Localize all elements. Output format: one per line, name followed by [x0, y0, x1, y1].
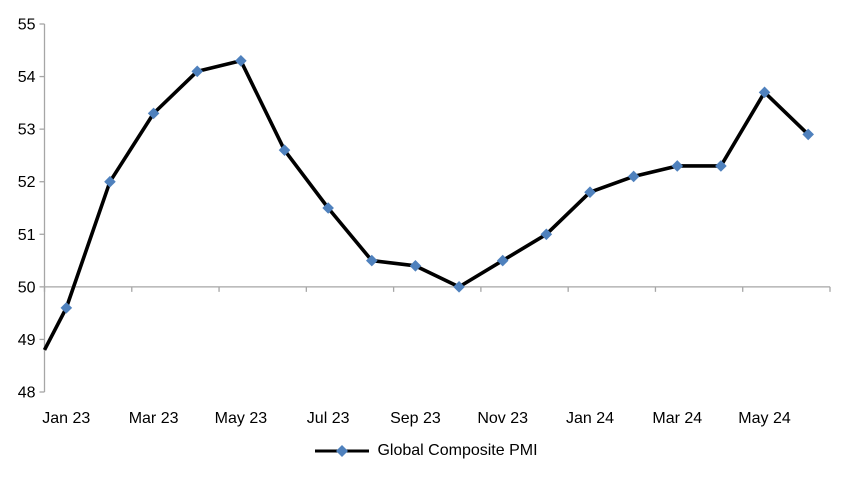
data-point-marker — [365, 254, 378, 267]
y-tick-label: 50 — [18, 279, 36, 296]
legend-label: Global Composite PMI — [377, 442, 538, 459]
x-tick-label: Mar 23 — [129, 410, 179, 427]
x-tick-label: Nov 23 — [477, 410, 528, 427]
data-point-marker — [453, 281, 465, 293]
x-tick-label: Sep 23 — [390, 410, 441, 427]
x-tick-label: May 24 — [738, 410, 791, 427]
data-point-marker — [60, 302, 73, 314]
y-tick-label: 54 — [18, 69, 36, 86]
x-tick-label: Jan 23 — [42, 410, 90, 427]
data-point-marker — [235, 55, 247, 67]
x-tick-label: Jan 24 — [566, 410, 614, 427]
y-tick-label: 53 — [18, 122, 36, 139]
data-point-marker — [147, 107, 160, 120]
legend: Global Composite PMI — [0, 441, 852, 461]
data-point-marker — [278, 144, 291, 156]
y-tick-label: 49 — [18, 332, 36, 349]
y-tick-label: 48 — [18, 385, 36, 402]
x-tick-label: Mar 24 — [652, 410, 702, 427]
data-point-marker — [715, 160, 727, 172]
data-point-marker — [802, 128, 814, 141]
y-tick-label: 55 — [18, 17, 36, 34]
y-tick-label: 51 — [18, 227, 36, 244]
x-tick-label: May 23 — [215, 410, 268, 427]
data-point-marker — [540, 228, 553, 241]
y-tick-label: 52 — [18, 174, 36, 191]
data-point-marker — [584, 186, 596, 199]
data-point-marker — [627, 170, 640, 183]
data-point-marker — [496, 254, 509, 267]
data-point-marker — [322, 202, 334, 214]
legend-line-marker-icon — [315, 445, 370, 457]
data-point-marker — [409, 260, 422, 272]
data-point-marker — [671, 160, 684, 172]
data-point-marker — [191, 65, 204, 78]
pmi-series-line — [42, 58, 810, 351]
legend-diamond-marker-icon — [336, 445, 349, 457]
x-tick-label: Jul 23 — [307, 410, 350, 427]
data-point-marker — [758, 86, 771, 99]
data-point-marker — [104, 175, 116, 188]
